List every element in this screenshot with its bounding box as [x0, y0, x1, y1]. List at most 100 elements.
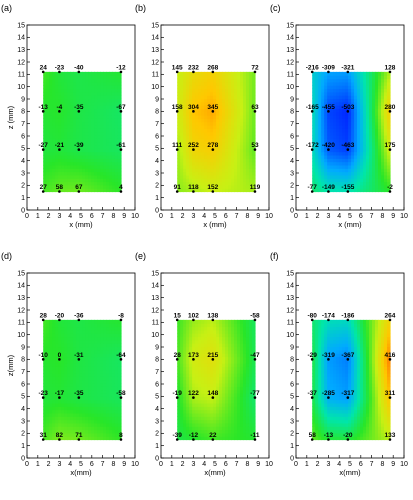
- heat-cell: [97, 154, 101, 159]
- heat-cell: [114, 356, 119, 361]
- heat-cell: [321, 101, 325, 106]
- heat-cell: [201, 131, 205, 136]
- heat-cell: [243, 154, 247, 159]
- heat-cell: [52, 326, 56, 331]
- heat-cell: [363, 151, 367, 156]
- heat-cell: [189, 178, 193, 183]
- heat-cell: [240, 85, 244, 90]
- heat-cell: [386, 174, 391, 179]
- heat-cell: [248, 383, 253, 387]
- heat-cell: [55, 353, 59, 358]
- heat-cell: [180, 319, 184, 324]
- heat-cell: [237, 392, 241, 397]
- heat-cell: [195, 386, 199, 391]
- heat-cell: [114, 323, 119, 328]
- heat-cell: [201, 141, 205, 146]
- heat-cell: [180, 115, 184, 119]
- y-tick-label: 6: [155, 133, 159, 140]
- heat-cell: [106, 326, 110, 331]
- heat-cell: [228, 131, 232, 136]
- heat-cell: [234, 88, 238, 93]
- heat-cell: [82, 399, 86, 404]
- heat-cell: [366, 178, 370, 183]
- heat-cell: [330, 148, 334, 153]
- heat-cell: [357, 188, 361, 193]
- heat-cell: [177, 125, 181, 129]
- heat-cell: [207, 416, 211, 421]
- heat-cell: [360, 161, 364, 166]
- heat-cell: [380, 178, 385, 183]
- heat-cell: [386, 178, 391, 183]
- heat-cell: [380, 128, 385, 133]
- heat-cell: [312, 151, 316, 156]
- heat-cell: [222, 171, 226, 176]
- heat-cell: [109, 115, 113, 119]
- heat-cell: [58, 386, 62, 391]
- heat-cell: [49, 359, 53, 364]
- heat-cell: [43, 141, 47, 146]
- heat-cell: [94, 369, 98, 374]
- heat-cell: [43, 422, 47, 427]
- heat-cell: [327, 161, 331, 166]
- heat-cell: [79, 161, 83, 166]
- heat-cell: [49, 366, 53, 371]
- heat-cell: [88, 105, 92, 110]
- heat-cell: [109, 369, 113, 374]
- heat-cell: [106, 333, 110, 338]
- heat-cell: [70, 366, 74, 371]
- heat-cell: [58, 346, 62, 351]
- heat-cell: [117, 422, 122, 427]
- heat-cell: [201, 432, 205, 437]
- heat-cell: [61, 144, 65, 149]
- heat-cell: [204, 98, 208, 103]
- heat-cell: [64, 141, 68, 146]
- x-tick-label: 9: [256, 213, 260, 220]
- heat-cell: [94, 108, 98, 113]
- heat-cell: [100, 383, 104, 387]
- heat-cell: [201, 161, 205, 166]
- heat-cell: [100, 158, 104, 163]
- heat-cell: [360, 105, 364, 110]
- heat-cell: [103, 154, 107, 159]
- heat-cell: [315, 81, 319, 86]
- heat-cell: [186, 184, 190, 189]
- heat-cell: [228, 125, 232, 129]
- heat-cell: [231, 383, 235, 387]
- heat-cell: [204, 81, 208, 86]
- heat-cell: [114, 168, 119, 173]
- y-tick-label: 1: [155, 195, 159, 202]
- heat-cell: [198, 376, 202, 381]
- heat-cell: [339, 161, 343, 166]
- heat-cell: [46, 336, 50, 341]
- heat-cell: [234, 386, 238, 391]
- heat-cell: [225, 326, 229, 331]
- heat-cell: [186, 171, 190, 176]
- heat-cell: [186, 188, 190, 193]
- heat-cell: [192, 339, 196, 344]
- heat-cell: [177, 339, 181, 344]
- heat-cell: [186, 422, 190, 427]
- heat-cell: [225, 138, 229, 143]
- heat-cell: [192, 135, 196, 139]
- heat-cell: [183, 436, 187, 441]
- heat-cell: [363, 78, 367, 83]
- heat-cell: [231, 78, 235, 83]
- heat-cell: [198, 389, 202, 394]
- heat-cell: [91, 416, 95, 421]
- heat-cell: [210, 319, 214, 324]
- heat-cell: [363, 144, 367, 149]
- heat-cell: [204, 174, 208, 179]
- heat-cell: [318, 181, 322, 186]
- heat-cell: [61, 383, 65, 387]
- heat-cell: [360, 141, 364, 146]
- heat-cell: [88, 343, 92, 348]
- heat-cell: [55, 426, 59, 431]
- heat-cell: [380, 184, 385, 189]
- heat-cell: [85, 138, 89, 143]
- heat-cell: [372, 85, 376, 90]
- heat-cell: [79, 188, 83, 193]
- heat-cell: [58, 174, 62, 179]
- heat-cell: [336, 138, 340, 143]
- heat-cell: [339, 71, 343, 76]
- heat-cell: [378, 131, 382, 136]
